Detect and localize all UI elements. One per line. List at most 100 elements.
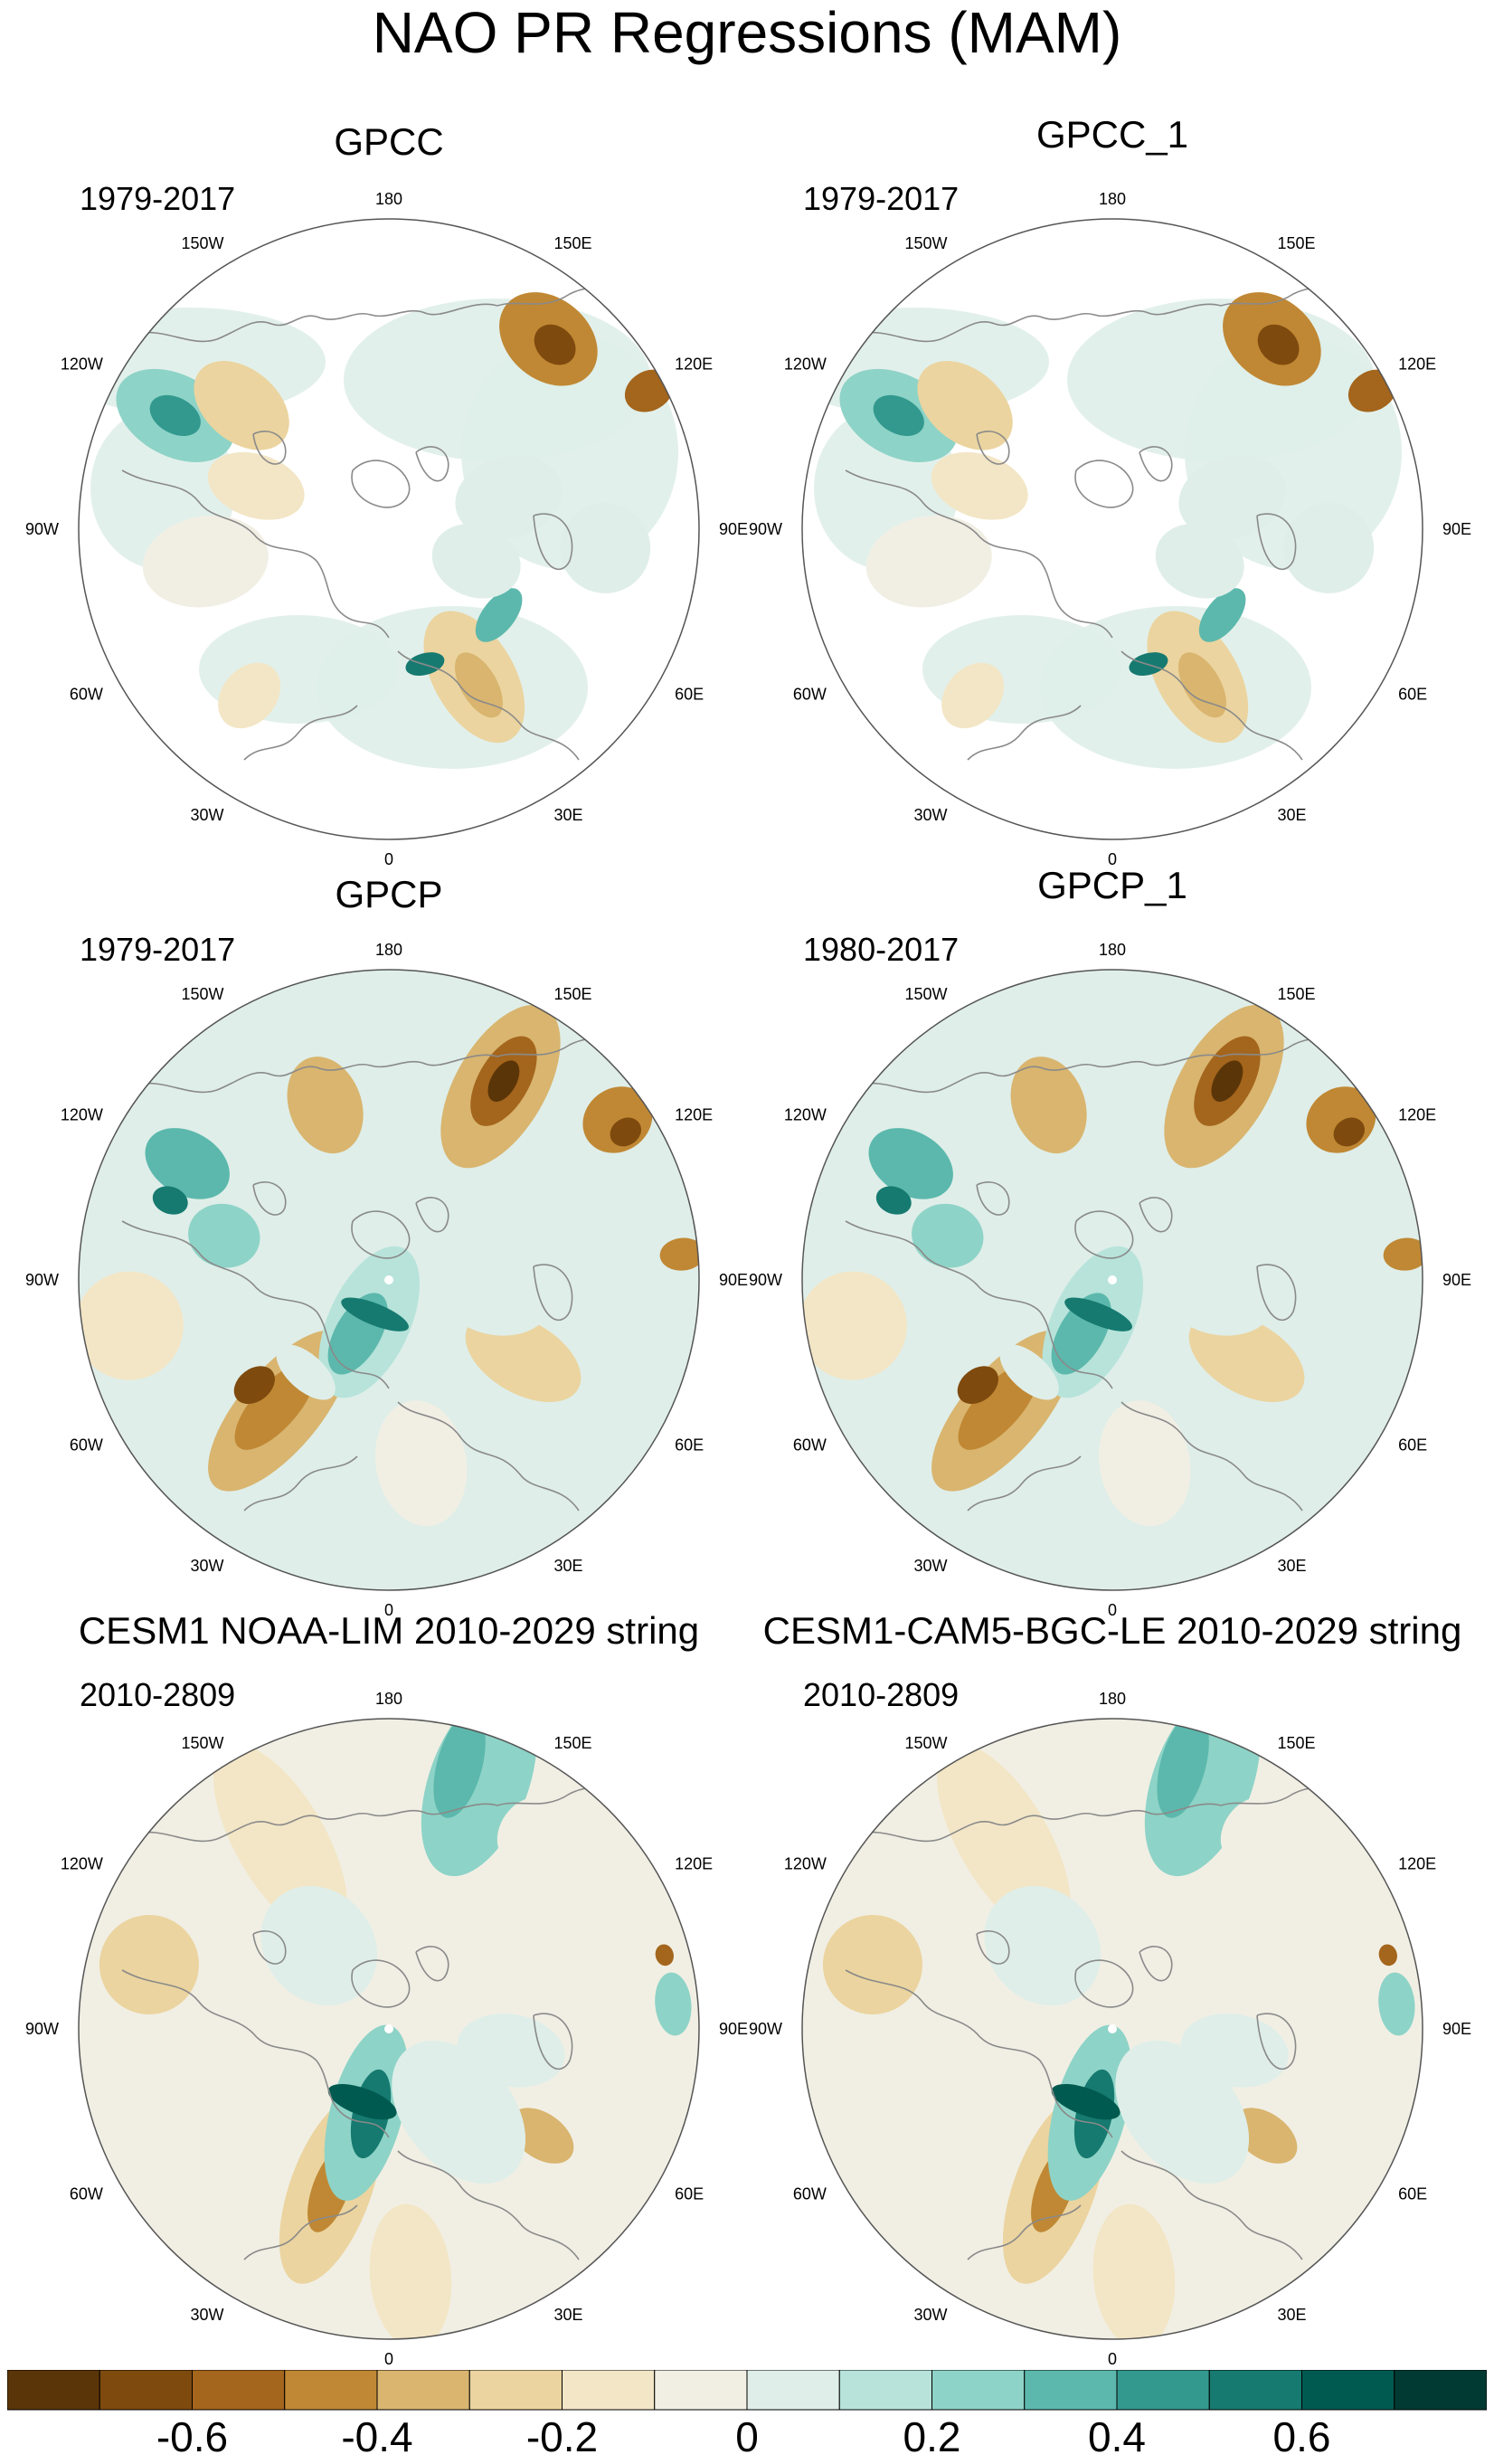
longitude-label: 30E: [554, 2306, 583, 2324]
longitude-label: 120E: [1398, 1106, 1436, 1124]
field-contour: [867, 2043, 1007, 2142]
field-contour: [984, 1885, 1102, 2006]
north-pole-marker: [1108, 525, 1117, 534]
polar-map: 180 150E 120E 90E 60E 30E 0 30W 60W 90W 120W 150W: [749, 190, 1471, 868]
field-contour: [149, 394, 201, 436]
longitude-label: 150W: [904, 1734, 947, 1752]
colorbar-tick-label: -0.4: [341, 2413, 413, 2460]
longitude-label: 60W: [793, 686, 827, 704]
longitude-label: 30W: [190, 806, 223, 824]
coastline: [316, 303, 498, 320]
coastline: [133, 1815, 317, 1843]
field-contour: [1064, 1297, 1132, 1332]
field-contour: [465, 1313, 582, 1402]
coastline: [1074, 460, 1134, 508]
colorbar-bin: [562, 2369, 656, 2411]
figure-title: NAO PR Regressions (MAM): [372, 0, 1122, 65]
coastline: [243, 1455, 358, 1512]
coastline: [316, 1311, 390, 1389]
coastline: [121, 1969, 317, 2061]
colorbar-bin: [1116, 2369, 1210, 2411]
panel-title: CESM1-CAM5-BGC-LE 2010-2029 string: [762, 1609, 1462, 1652]
field-contour: [431, 523, 521, 599]
polar-map: 180 150E 120E 90E 60E 30E 0 30W 60W 90W 120W 150W: [25, 941, 748, 1619]
longitude-label: 30W: [190, 1557, 223, 1575]
longitude-label: 150W: [904, 985, 947, 1003]
coastline: [1039, 1311, 1113, 1389]
longitude-label: 180: [375, 190, 402, 208]
coastline: [316, 560, 390, 639]
coastline: [1256, 1264, 1297, 1322]
field-contour: [659, 1237, 699, 1271]
longitude-label: 30E: [1278, 806, 1307, 824]
longitude-label: 120E: [1398, 355, 1436, 374]
panel-period: 1979-2017: [80, 931, 236, 968]
field-contour: [79, 1271, 184, 1380]
longitude-label: 0: [1108, 850, 1117, 868]
coastline: [415, 446, 449, 482]
map-panel: GPCC_1 1979-2017 180 150E 120E 90E 60E 30E 0 30W 6…: [749, 109, 1474, 868]
longitude-label: 180: [375, 1690, 402, 1708]
field-contour: [1220, 1796, 1282, 1864]
panel-title: GPCP_1: [1037, 864, 1187, 906]
colorbar-bar: [6, 2369, 1488, 2411]
coastline: [1039, 560, 1113, 639]
field-contour: [287, 1057, 364, 1154]
colorbar-tick-label: -0.2: [525, 2413, 599, 2460]
field-contour: [1099, 1400, 1191, 1527]
field-contour: [1188, 1313, 1305, 1402]
coastline: [1120, 650, 1303, 761]
field-contour: [1257, 324, 1300, 365]
field-contour: [534, 324, 576, 365]
coastline: [1039, 2060, 1113, 2138]
coastline: [243, 705, 358, 761]
coastline: [976, 1181, 1010, 1216]
field-contour: [327, 2083, 397, 2120]
longitude-label: 150E: [1278, 234, 1316, 252]
coastline: [845, 1969, 1041, 2061]
coastline: [252, 1181, 287, 1216]
field-contour: [99, 1914, 199, 2014]
field-contour: [457, 2014, 565, 2088]
field-contour: [1198, 588, 1246, 642]
field-contour: [152, 1186, 188, 1215]
map-boundary: [801, 1718, 1423, 2340]
field-contour: [1165, 1262, 1273, 1336]
coastline: [316, 1054, 498, 1071]
field-contour: [1232, 2108, 1298, 2164]
longitude-label: 60E: [675, 686, 704, 704]
north-pole-marker: [384, 525, 393, 534]
longitude-label: 60W: [70, 2185, 103, 2203]
field-contour: [260, 1885, 378, 2006]
longitude-label: 180: [375, 941, 402, 959]
coastline: [1074, 1959, 1134, 2008]
coastline: [351, 460, 411, 508]
panel-title: GPCC: [334, 120, 444, 163]
field-contour: [145, 1128, 230, 1199]
field-contour: [1178, 652, 1226, 718]
coastline: [856, 1066, 1041, 1094]
coastline: [252, 1930, 287, 1965]
field-contour: [1051, 2083, 1120, 2120]
longitude-label: 30E: [554, 1557, 583, 1575]
map-panel: CESM1 NOAA-LIM 2010-2029 string 2010-2809…: [25, 1608, 751, 2368]
longitude-label: 30W: [913, 806, 947, 824]
coastline: [415, 1946, 449, 1982]
colorbar-bin: [99, 2369, 193, 2411]
longitude-label: 90E: [719, 520, 748, 538]
longitude-label: 90W: [25, 520, 59, 538]
field-contour: [1333, 1117, 1366, 1147]
coastline: [976, 431, 1010, 465]
longitude-label: 30W: [913, 1557, 947, 1575]
longitude-label: 120W: [61, 1106, 103, 1124]
field-contour: [375, 1400, 468, 1527]
north-pole-marker: [384, 2024, 393, 2033]
coastline: [397, 1401, 580, 1512]
field-contour: [655, 1944, 674, 1966]
field-contour: [455, 652, 503, 718]
longitude-label: 180: [1099, 941, 1126, 959]
coastline: [967, 705, 1082, 761]
longitude-label: 30W: [190, 2306, 223, 2324]
map-boundary: [78, 969, 700, 1591]
field-contour: [1010, 1057, 1087, 1154]
